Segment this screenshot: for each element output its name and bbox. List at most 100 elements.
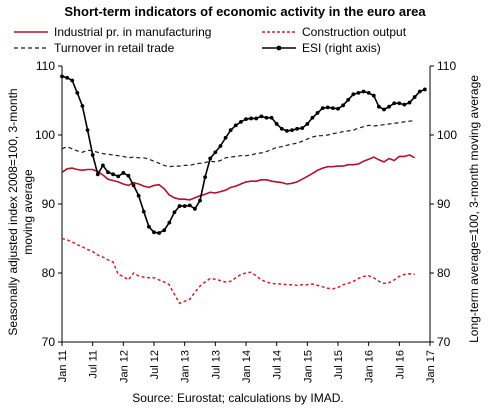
source-note: Source: Eurostat; calculations by IMAD. [132,391,344,405]
esi-point [407,100,412,105]
y-tick-label-right: 90 [437,197,451,211]
esi-point [269,115,274,120]
esi-point [131,183,136,188]
legend-swatch-construction [262,31,296,33]
x-tick-label: Jan 15 [302,350,314,383]
esi-point [136,193,141,198]
esi-point [90,153,95,157]
esi-point [392,101,397,106]
y-tick-label-left: 90 [42,197,56,211]
esi-point [397,101,402,106]
esi-point [346,97,351,102]
esi-point [336,106,340,111]
esi-point [223,135,228,140]
legend-swatch-industrial [14,31,48,33]
esi-point [387,104,392,109]
y-tick-label-left: 70 [42,335,56,349]
esi-point [65,75,70,80]
esi-point [351,92,356,97]
x-tick-label: Jan 17 [425,350,437,383]
x-tick-label: Jan 11 [57,350,69,382]
esi-point [187,203,192,208]
esi-point [75,91,80,95]
esi-point [244,117,248,122]
esi-point [361,89,366,94]
esi-point [376,104,381,109]
esi-point [146,224,151,229]
legend-swatch-retail [14,47,48,49]
x-tick-label: Jul 13 [210,350,222,379]
esi-point [254,116,259,121]
esi-point [152,230,156,235]
esi-point [279,126,284,131]
esi-point [233,123,238,128]
esi-point [320,106,325,110]
esi-point [218,144,223,148]
esi-point [315,111,320,115]
esi-point [177,204,182,208]
esi-point [305,122,310,126]
esi-point [366,91,371,95]
esi-point [371,93,376,98]
esi-point [295,126,300,131]
x-tick-label: Jan 13 [180,350,192,383]
y-axis-right-label: Long-term average=100, 3-month moving av… [467,75,481,343]
legend-swatch-esi [262,45,296,51]
esi-point [238,119,243,124]
y-tick-label-right: 110 [437,59,456,73]
esi-point [70,78,75,83]
y-tick-label-left: 100 [35,128,55,142]
industrial-series [61,154,416,201]
esi-point [162,228,167,233]
esi-point [167,220,172,225]
esi-point [60,74,64,79]
y-tick-label-right: 100 [437,128,457,142]
legend-item-esi: ESI (right axis) [262,41,381,55]
esi-point [259,114,264,119]
x-tick-label: Jul 12 [149,350,161,379]
chart-axes: 70 70 80 80 90 90 100 100 110 110 Jan 11 Jul 11 Jan … [6,59,481,383]
x-tick-label: Jan 12 [118,350,130,383]
esi-point [422,87,427,92]
esi-point [264,115,269,120]
legend-label-retail: Turnover in retail trade [54,41,175,55]
esi-point [341,103,346,108]
esi-point [325,105,330,110]
esi-point [126,173,131,178]
esi-point [412,95,417,99]
x-tick-label: Jul 11 [88,350,100,379]
esi-point [172,210,177,215]
esi-point [203,175,208,179]
esi-point [290,128,294,133]
esi-point [213,150,218,155]
series-layer [60,74,427,305]
esi-point [192,206,197,211]
esi-point [208,156,213,161]
esi-point [182,204,187,208]
legend-item-industrial: Industrial pr. in manufacturing [14,25,211,39]
legend-label-esi: ESI (right axis) [302,41,381,55]
legend-item-retail: Turnover in retail trade [14,41,174,55]
esi-point [284,128,289,133]
esi-point [249,116,254,121]
esi-point [274,122,279,126]
x-tick-label: Jan 14 [241,350,253,383]
esi-point [85,128,90,133]
legend-label-industrial: Industrial pr. in manufacturing [54,25,212,39]
retail-series [61,119,415,168]
esi-point [95,172,100,177]
esi-point [417,89,422,94]
esi-point [228,128,233,133]
esi-series [61,75,426,234]
x-tick-label: Jul 14 [272,350,284,379]
x-tick-label: Jul 15 [333,350,345,379]
esi-point [356,91,361,95]
construction-series [61,237,415,305]
x-tick-label: Jul 16 [394,350,406,379]
esi-point [310,115,315,120]
y-tick-label-left: 110 [36,59,55,73]
y-axis-left-label: Seasonally adjusted index 2008=100, 3-mo… [6,88,35,335]
y-tick-label-left: 80 [42,266,56,280]
esi-point [80,104,85,108]
esi-point [106,170,110,175]
